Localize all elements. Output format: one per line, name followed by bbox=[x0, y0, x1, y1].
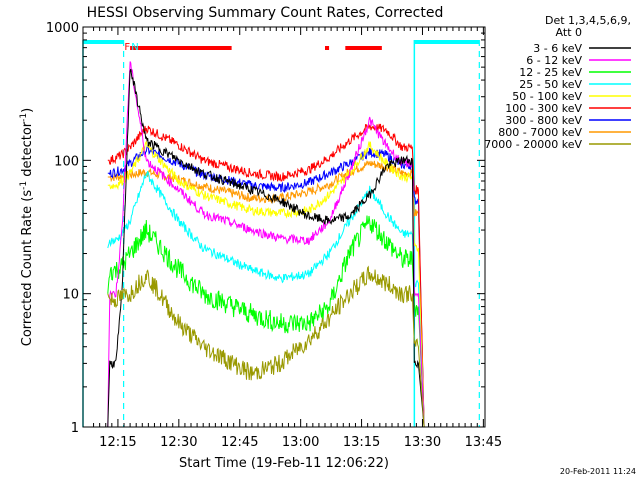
x-tick-label: 12:15 bbox=[99, 435, 136, 450]
x-tick-label: 13:15 bbox=[343, 435, 380, 450]
y-axis-label-sup1: -1 bbox=[19, 181, 29, 190]
legend-label: 12 - 25 keV bbox=[519, 66, 582, 79]
y-tick-label: 1000 bbox=[46, 21, 79, 36]
x-tick-label: 12:45 bbox=[221, 435, 258, 450]
series-line-1 bbox=[107, 61, 425, 428]
legend-label: 7000 - 20000 keV bbox=[484, 138, 582, 151]
series-line-5 bbox=[107, 123, 425, 428]
x-axis-label: Start Time (19-Feb-11 12:06:22) bbox=[179, 456, 389, 471]
series-line-6 bbox=[107, 144, 425, 428]
footer-timestamp: 20-Feb-2011 11:24 bbox=[560, 467, 636, 476]
y-axis: 1 10 100 1000 bbox=[46, 21, 485, 436]
plot-frame bbox=[82, 26, 486, 428]
x-tick-label: 12:30 bbox=[160, 435, 197, 450]
legend-label: 800 - 7000 keV bbox=[498, 126, 582, 139]
flag-label-n: N bbox=[131, 42, 138, 53]
x-axis: 12:15 12:30 12:45 13:00 13:15 13:30 13:45 bbox=[93, 27, 502, 450]
legend-header-1: Det 1,3,4,5,6,9, bbox=[545, 14, 631, 27]
y-tick-label: 1 bbox=[71, 421, 79, 436]
y-axis-label-sup2: -1 bbox=[19, 113, 29, 122]
y-axis-label-mid: detector bbox=[20, 121, 35, 181]
x-tick-label: 13:30 bbox=[404, 435, 441, 450]
x-tick-label: 13:00 bbox=[282, 435, 319, 450]
y-tick-label: 10 bbox=[62, 288, 79, 303]
x-tick-label: 13:45 bbox=[465, 435, 502, 450]
flag-label-f: F bbox=[124, 42, 130, 53]
y-axis-label: Corrected Count Rate (s-1 detector-1) bbox=[19, 108, 35, 346]
legend-label: 50 - 100 keV bbox=[512, 90, 582, 103]
legend-label: 3 - 6 keV bbox=[533, 42, 582, 55]
chart-title: HESSI Observing Summary Count Rates, Cor… bbox=[87, 5, 444, 21]
legend-label: 6 - 12 keV bbox=[526, 54, 582, 67]
series-line-4 bbox=[107, 140, 425, 428]
y-tick-label: 100 bbox=[54, 154, 79, 169]
legend-label: 25 - 50 keV bbox=[519, 78, 582, 91]
series-line-8 bbox=[107, 265, 425, 428]
legend-label: 100 - 300 keV bbox=[505, 102, 582, 115]
legend-header-2: Att 0 bbox=[556, 26, 582, 39]
y-axis-label-main: Corrected Count Rate (s bbox=[20, 190, 35, 347]
legend-label: 300 - 800 keV bbox=[505, 114, 582, 127]
series-line-0 bbox=[107, 68, 425, 428]
y-axis-label-end: ) bbox=[20, 108, 35, 113]
series-line-2 bbox=[107, 215, 425, 428]
